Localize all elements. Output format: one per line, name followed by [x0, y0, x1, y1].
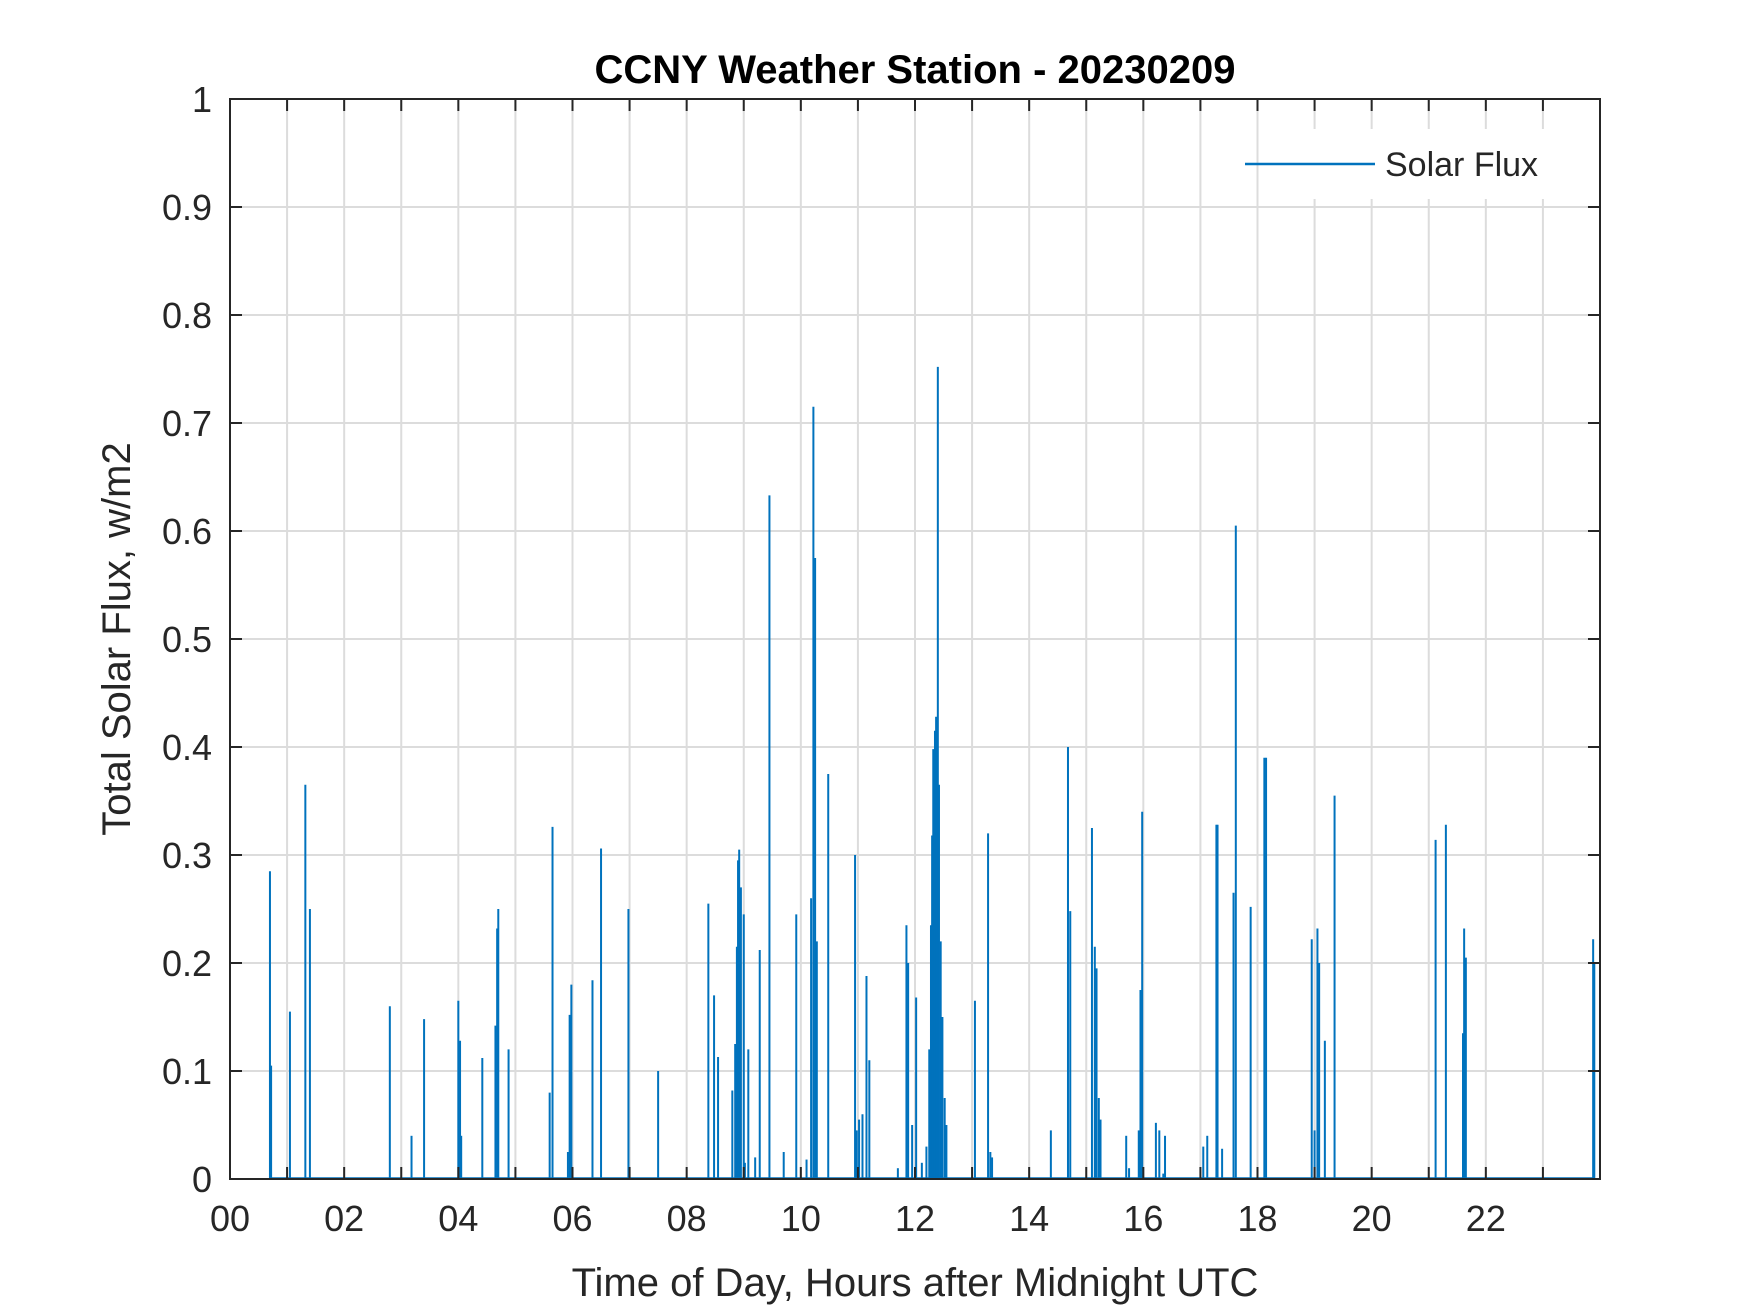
x-tick-label: 18 — [1237, 1198, 1277, 1239]
grid-lines — [230, 99, 1600, 1179]
legend-label-solar-flux: Solar Flux — [1385, 146, 1538, 184]
axis-ticks — [230, 98, 1600, 1180]
x-tick-label: 10 — [781, 1198, 821, 1239]
y-tick-label: 0.7 — [162, 403, 212, 444]
y-tick-label: 0 — [192, 1159, 212, 1200]
y-tick-label: 0.2 — [162, 943, 212, 984]
y-tick-label: 0.4 — [162, 727, 212, 768]
x-tick-label: 02 — [324, 1198, 364, 1239]
x-tick-label: 00 — [210, 1198, 250, 1239]
x-tick-label: 16 — [1123, 1198, 1163, 1239]
y-tick-label: 0.3 — [162, 835, 212, 876]
x-axis-label: Time of Day, Hours after Midnight UTC — [572, 1261, 1259, 1305]
series-solar-flux — [268, 366, 1596, 1179]
y-tick-label: 0.8 — [162, 295, 212, 336]
y-tick-label: 1 — [192, 79, 212, 120]
y-tick-label: 0.1 — [162, 1051, 212, 1092]
x-tick-label: 04 — [438, 1198, 478, 1239]
y-tick-labels: 0 0.1 0.2 0.3 0.4 0.5 0.6 0.7 0.8 0.9 1 — [162, 79, 212, 1200]
legend[interactable]: Solar Flux — [1245, 129, 1580, 199]
x-tick-label: 12 — [895, 1198, 935, 1239]
axes-box — [229, 98, 1601, 1180]
y-tick-label: 0.6 — [162, 511, 212, 552]
x-tick-label: 22 — [1466, 1198, 1506, 1239]
y-tick-label: 0.5 — [162, 619, 212, 660]
y-tick-label: 0.9 — [162, 187, 212, 228]
x-tick-label: 06 — [552, 1198, 592, 1239]
chart-title: CCNY Weather Station - 20230209 — [595, 48, 1236, 92]
y-axis-label: Total Solar Flux, w/m2 — [95, 442, 139, 835]
x-tick-label: 08 — [667, 1198, 707, 1239]
x-tick-label: 20 — [1352, 1198, 1392, 1239]
x-tick-labels: 00 02 04 06 08 10 12 14 16 18 20 22 — [210, 1198, 1506, 1239]
x-tick-label: 14 — [1009, 1198, 1049, 1239]
